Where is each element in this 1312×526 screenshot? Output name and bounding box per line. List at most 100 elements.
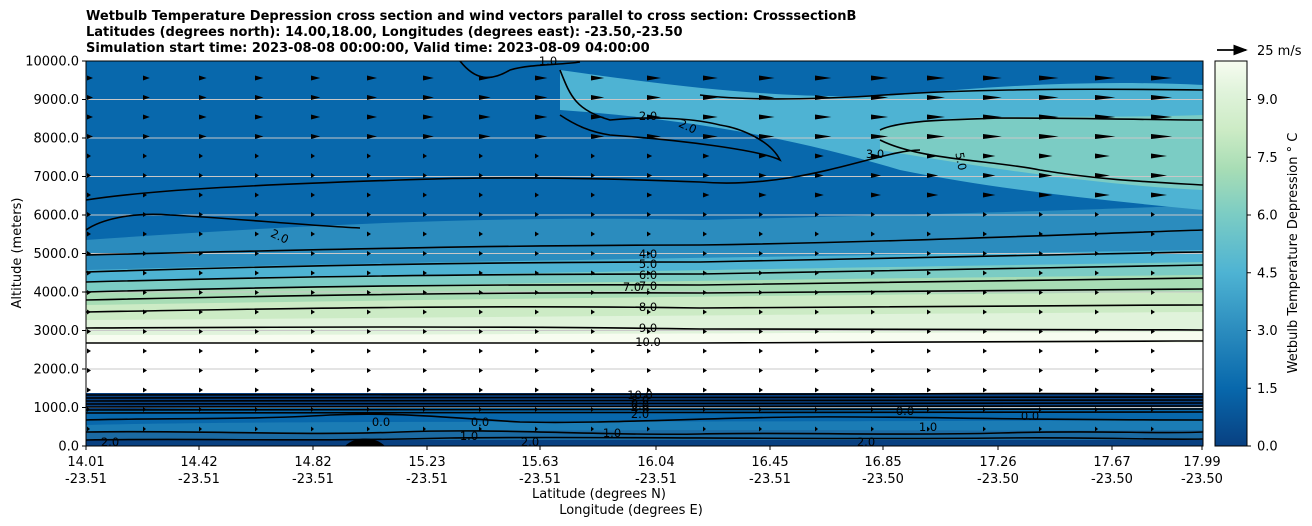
chart-title-line-3: Simulation start time: 2023-08-08 00:00:…: [86, 41, 650, 56]
wind-vector: [983, 309, 987, 315]
contour-label: 1.0: [603, 426, 621, 440]
wind-vector: [1151, 426, 1154, 432]
wind-vector: [255, 368, 259, 373]
wind-vector: [1151, 192, 1167, 198]
wind-vector: [927, 407, 930, 412]
wind-vector: [927, 192, 939, 198]
wind-vector: [1151, 231, 1155, 237]
wind-vector: [255, 426, 258, 432]
wind-vector: [535, 75, 548, 81]
contour-label: 6.0: [639, 268, 657, 282]
wind-vector: [927, 114, 945, 120]
wind-vector: [87, 134, 93, 139]
wind-vector: [759, 368, 763, 373]
contour-label: 3.0: [866, 147, 884, 161]
wind-vector: [591, 309, 595, 315]
x-axis-label-latitude: Latitude (degrees N): [532, 487, 666, 502]
wind-vector: [255, 212, 259, 217]
wind-vector: [815, 212, 819, 217]
wind-vectors: [87, 75, 1173, 432]
wind-vector: [983, 231, 987, 237]
x-tick-label-lat: 16.85: [864, 455, 901, 470]
wind-vector: [927, 348, 931, 354]
x-tick-label-lon: -23.51: [178, 472, 220, 487]
wind-vector: [983, 251, 987, 256]
wind-vector: [647, 231, 651, 237]
wind-vector: [367, 95, 377, 100]
wind-vector: [703, 251, 707, 256]
wind-vector: [1151, 251, 1155, 256]
wind-vector: [871, 95, 889, 100]
wind-vector: [255, 75, 264, 81]
wind-vector: [143, 368, 147, 373]
wind-vector: [983, 387, 987, 393]
wind-vector: [1095, 114, 1116, 120]
wind-vector: [591, 426, 594, 432]
wind-vector: [871, 134, 889, 139]
wind-vector: [143, 251, 147, 256]
wind-vector: [311, 348, 315, 354]
wind-vector: [1039, 407, 1042, 412]
wind-vector: [423, 153, 427, 159]
wind-vector: [199, 212, 203, 217]
wind-vector: [311, 231, 315, 237]
wind-vector: [367, 309, 371, 315]
wind-vector: [815, 153, 824, 159]
wind-vector: [87, 426, 90, 432]
wind-vector: [591, 270, 595, 276]
wind-vector: [479, 114, 491, 120]
contour-label: 10.0: [627, 388, 653, 402]
wind-vector: [311, 173, 315, 178]
wind-vector: [535, 270, 539, 276]
wind-vector: [703, 407, 706, 412]
x-tick-label-lat: 17.99: [1183, 455, 1220, 470]
y-tick-label: 1000.0: [34, 401, 80, 416]
wind-vector: [1095, 348, 1099, 354]
wind-vector: [199, 134, 207, 139]
wind-vector: [255, 309, 259, 315]
wind-vector: [199, 192, 203, 198]
wind-vector: [1039, 153, 1053, 159]
contour-label: 0.0: [471, 415, 489, 429]
wind-vector: [815, 348, 819, 354]
wind-vector: [927, 329, 931, 334]
colorbar: [1214, 60, 1248, 447]
wind-vector: [423, 192, 427, 198]
wind-vector: [423, 75, 434, 81]
wind-vector: [759, 192, 767, 198]
wind-vector: [479, 270, 483, 276]
wind-vector: [199, 251, 203, 256]
wind-vector: [479, 212, 483, 217]
chart-title-line-2: Latitudes (degrees north): 14.00,18.00, …: [86, 25, 683, 40]
wind-vector: [927, 153, 939, 159]
wind-vector: [479, 192, 483, 198]
wind-vector: [927, 387, 931, 393]
contour-label: 0.0: [1021, 409, 1039, 423]
wind-vector: [647, 309, 651, 315]
wind-vector: [759, 309, 763, 315]
wind-vector: [479, 348, 483, 354]
wind-vector: [367, 407, 370, 412]
wind-vector: [1151, 114, 1173, 120]
wind-vector: [367, 329, 371, 334]
x-tick-label-lon: -23.51: [519, 472, 561, 487]
wind-vector: [255, 134, 264, 139]
wind-vector: [871, 426, 874, 432]
wind-vector: [815, 75, 832, 81]
wind-vector: [367, 426, 370, 432]
wind-vector: [143, 134, 150, 139]
wind-vector: [703, 290, 707, 295]
wind-vector: [759, 407, 762, 412]
x-axis-label-longitude: Longitude (degrees E): [559, 503, 703, 518]
wind-vector: [367, 368, 371, 373]
wind-vector: [983, 212, 987, 217]
wind-vector: [255, 407, 258, 412]
wind-vector: [87, 329, 91, 334]
wind-vector: [1095, 212, 1099, 217]
wind-vector: [703, 309, 707, 315]
contour-label: 5.0: [639, 257, 657, 271]
wind-vector: [927, 270, 931, 276]
wind-vector: [311, 387, 315, 393]
wind-vector: [703, 173, 710, 178]
